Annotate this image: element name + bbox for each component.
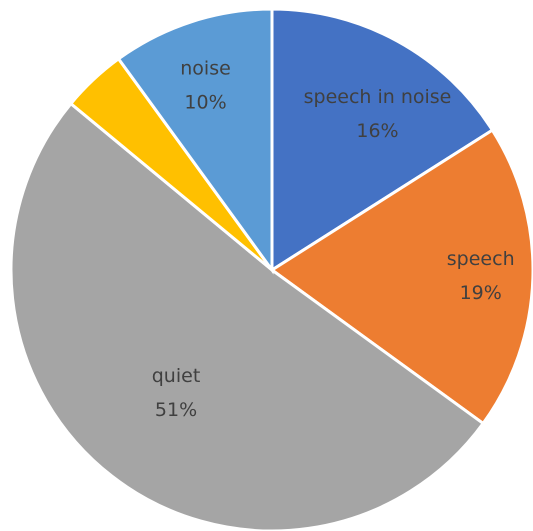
slice-label: quiet [152, 365, 201, 387]
slice-value-label: 10% [184, 92, 226, 114]
slice-label: speech in noise [304, 86, 452, 108]
pie-slice [116, 7, 274, 275]
slice-label: speech [447, 248, 515, 270]
pie-slice [9, 101, 486, 531]
pie-slice [270, 7, 495, 273]
slice-value-label: 51% [155, 399, 197, 421]
slice-value-label: 19% [460, 282, 502, 304]
slice-value-label: 16% [356, 120, 398, 142]
slice-label: noise [180, 58, 231, 80]
